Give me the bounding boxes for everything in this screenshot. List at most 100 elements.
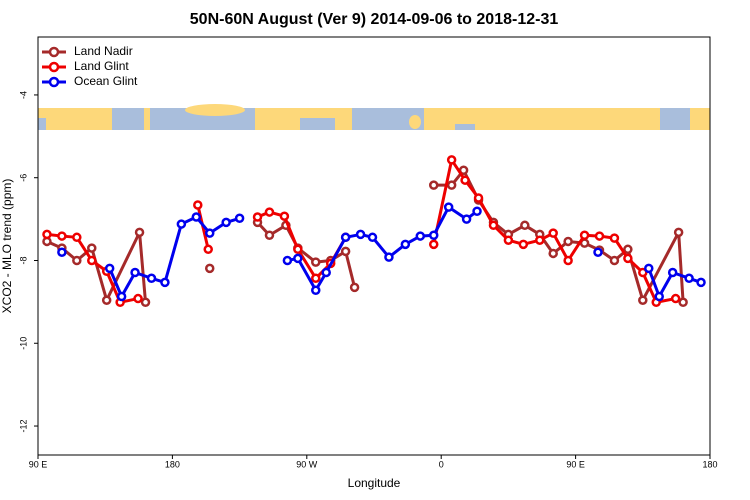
- plot-frame: [37, 36, 711, 456]
- data-point: [367, 232, 378, 243]
- data-point: [548, 248, 558, 259]
- y-tick-label: -6: [18, 174, 28, 182]
- x-tick-label: 180: [702, 459, 717, 469]
- data-point: [579, 230, 590, 240]
- data-point: [87, 255, 97, 266]
- y-tick-label: -12: [18, 420, 28, 433]
- data-point: [400, 239, 411, 250]
- map-ocean: [300, 118, 335, 130]
- data-point: [193, 200, 203, 210]
- data-point: [488, 220, 499, 231]
- map-strip: [38, 104, 710, 130]
- data-point: [264, 207, 275, 217]
- data-point: [563, 236, 573, 247]
- data-point: [349, 282, 360, 293]
- data-point: [293, 253, 303, 264]
- data-point: [355, 229, 366, 240]
- data-point: [57, 231, 67, 241]
- data-point: [264, 230, 275, 240]
- data-point: [623, 253, 633, 264]
- data-point: [563, 255, 573, 266]
- data-point: [460, 175, 470, 185]
- data-point: [134, 227, 145, 238]
- x-tick-label: 0: [439, 459, 444, 469]
- data-point: [293, 244, 303, 255]
- map-ocean: [38, 118, 46, 130]
- data-point: [548, 228, 558, 238]
- data-point: [443, 202, 454, 212]
- data-point: [594, 231, 605, 241]
- legend-swatch: [48, 76, 60, 88]
- data-point: [638, 267, 648, 278]
- x-tick-label: 90 E: [29, 459, 48, 469]
- data-point: [234, 213, 245, 224]
- data-point: [104, 263, 115, 274]
- legend-label: Land Nadir: [74, 44, 133, 58]
- data-point: [221, 217, 231, 228]
- data-point: [623, 244, 633, 255]
- data-point: [72, 232, 82, 243]
- data-point: [678, 297, 688, 308]
- data-point: [446, 180, 457, 190]
- data-point: [72, 255, 82, 266]
- map-land: [409, 115, 421, 129]
- data-point: [203, 244, 213, 255]
- data-point: [473, 193, 484, 203]
- data-point: [252, 212, 263, 222]
- data-point: [461, 214, 472, 224]
- map-land: [185, 104, 245, 116]
- data-point: [340, 232, 351, 243]
- legend-swatch: [48, 61, 60, 73]
- data-point: [609, 233, 620, 243]
- data-point: [311, 273, 321, 284]
- data-point: [520, 220, 530, 231]
- chart-title: 50N-60N August (Ver 9) 2014-09-06 to 201…: [190, 11, 559, 28]
- data-point: [204, 228, 215, 238]
- legend-swatch: [48, 46, 60, 58]
- data-point: [446, 155, 457, 165]
- data-point: [116, 291, 127, 302]
- data-point: [191, 212, 202, 222]
- data-point: [146, 273, 157, 284]
- data-point: [428, 230, 439, 240]
- data-point: [340, 246, 351, 257]
- map-ocean: [112, 108, 144, 130]
- data-point: [140, 297, 151, 308]
- x-tick-label: 90 W: [296, 459, 318, 469]
- map-ocean: [352, 108, 424, 130]
- data-point: [101, 295, 112, 305]
- data-point: [644, 263, 654, 274]
- data-point: [673, 227, 684, 238]
- data-point: [160, 277, 170, 288]
- map-ocean: [455, 124, 475, 130]
- data-point: [638, 295, 648, 305]
- data-point: [321, 267, 331, 278]
- data-point: [535, 235, 545, 245]
- data-point: [176, 219, 187, 229]
- map-ocean: [660, 108, 690, 130]
- data-point: [415, 231, 426, 241]
- data-point: [503, 235, 514, 245]
- data-point: [696, 277, 706, 288]
- data-point: [311, 285, 321, 296]
- data-point: [654, 291, 664, 302]
- data-point: [87, 243, 97, 253]
- data-point: [42, 229, 52, 240]
- data-point: [684, 273, 694, 284]
- legend-label: Land Glint: [74, 59, 129, 73]
- data-point: [279, 211, 290, 221]
- data-point: [472, 206, 482, 216]
- y-tick-label: -10: [18, 337, 28, 350]
- data-point: [428, 239, 439, 250]
- y-tick-label: -4: [18, 91, 28, 99]
- x-axis-label: Longitude: [348, 476, 401, 490]
- data-point: [593, 247, 603, 257]
- data-point: [384, 252, 394, 262]
- data-point: [130, 267, 140, 278]
- legend-label: Ocean Glint: [74, 74, 138, 88]
- data-point: [670, 293, 681, 304]
- data-point: [282, 255, 293, 266]
- x-tick-label: 90 E: [566, 459, 585, 469]
